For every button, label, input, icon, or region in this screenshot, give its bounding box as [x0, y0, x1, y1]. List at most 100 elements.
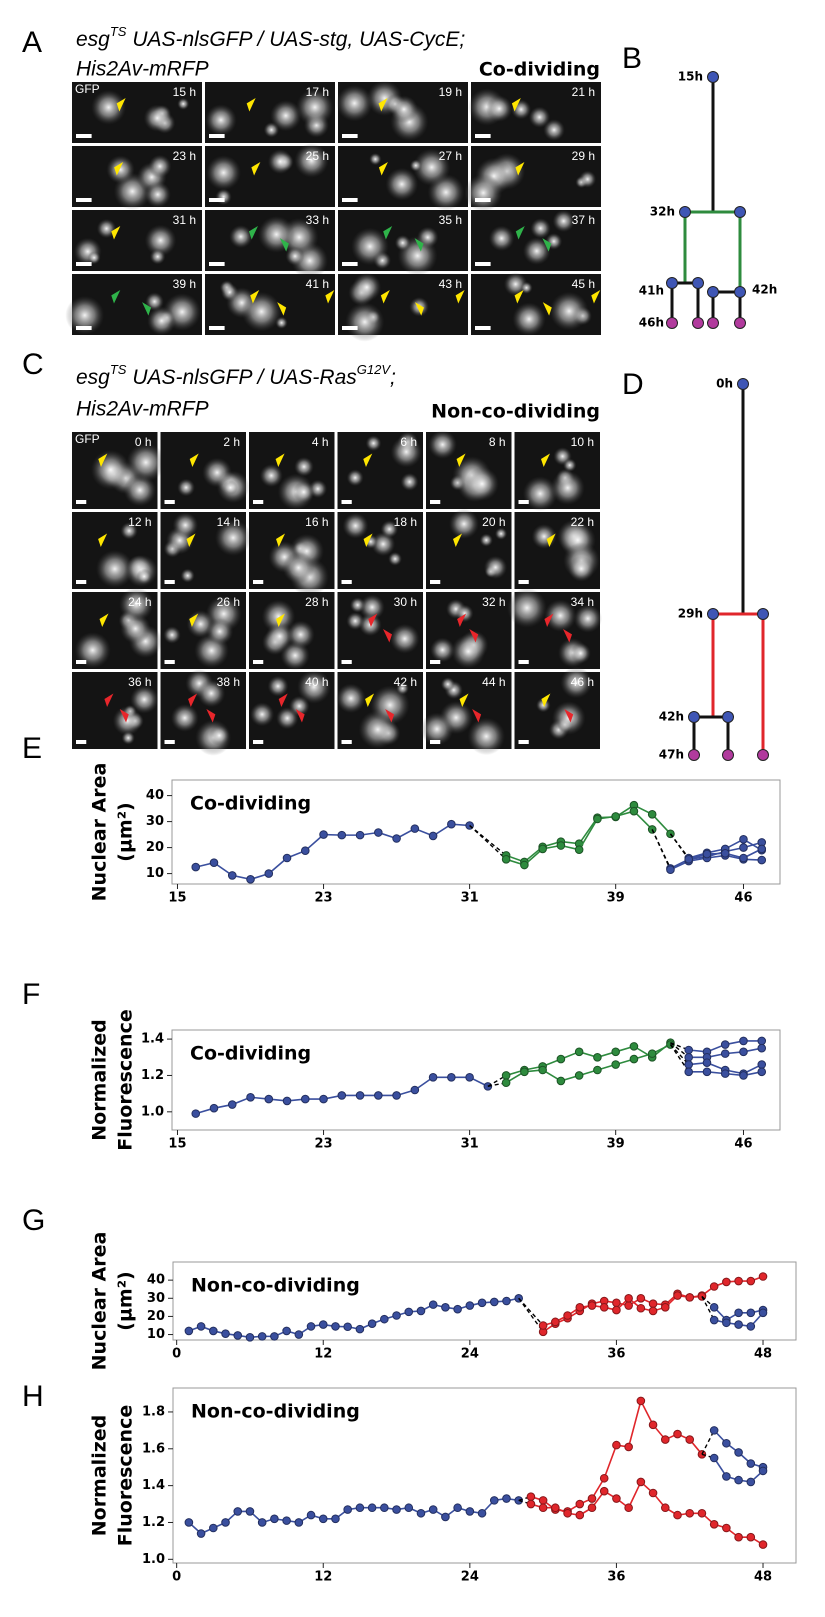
- lineage-node: [734, 286, 746, 298]
- time-label: 16 h: [305, 515, 328, 529]
- nucleus: [369, 152, 382, 166]
- time-label: 32 h: [482, 595, 505, 609]
- x-tick-label: 36: [607, 1570, 625, 1585]
- x-tick-label: 31: [461, 891, 479, 906]
- scale-bar: [342, 262, 358, 266]
- data-point: [758, 1308, 768, 1318]
- panel-letter: A: [22, 26, 42, 59]
- data-point: [556, 1076, 566, 1086]
- nucleus: [578, 170, 597, 188]
- data-point: [624, 1503, 633, 1513]
- y-axis-label: Nuclear Area: [89, 763, 111, 902]
- data-point: [599, 1486, 609, 1496]
- data-point: [648, 1299, 658, 1309]
- nucleus: [486, 95, 513, 122]
- genotype-text: UAS-nlsGFP / UAS-stg, UAS-CycE;: [126, 28, 465, 51]
- scale-bar: [342, 198, 358, 202]
- nucleus: [215, 188, 232, 205]
- data-point: [447, 1072, 456, 1082]
- data-point: [343, 1505, 352, 1514]
- plot-frame: [172, 1261, 797, 1341]
- data-point: [282, 1096, 292, 1106]
- nucleus: [544, 599, 577, 632]
- y-tick-label: 30: [146, 814, 164, 829]
- time-label: 34 h: [571, 595, 594, 609]
- arrowhead: [275, 453, 285, 468]
- data-point: [300, 846, 310, 856]
- data-point: [709, 1303, 719, 1312]
- nucleus: [170, 703, 199, 732]
- data-point: [526, 1499, 536, 1509]
- data-point: [734, 1276, 743, 1286]
- connector-line: [701, 1430, 715, 1455]
- time-label: 31 h: [173, 213, 196, 227]
- data-point: [673, 1510, 682, 1520]
- series-line: [505, 804, 672, 863]
- data-point: [574, 845, 584, 854]
- arrowhead: [514, 289, 524, 304]
- arrowhead: [325, 289, 335, 304]
- data-point: [720, 1069, 730, 1078]
- connector-line: [469, 824, 507, 860]
- scale-bar: [209, 262, 225, 266]
- time-label: 30 h: [394, 595, 417, 609]
- arrowhead: [365, 693, 375, 708]
- y-axis-label: Normalized: [89, 1019, 111, 1141]
- data-point: [233, 1507, 243, 1516]
- series-line: [188, 1297, 519, 1339]
- data-point: [477, 1298, 487, 1308]
- data-point: [709, 1282, 719, 1291]
- nucleus: [145, 292, 164, 311]
- nucleus: [563, 458, 577, 472]
- nucleus: [530, 218, 551, 239]
- nucleus: [296, 88, 334, 127]
- connector-line: [701, 1296, 715, 1321]
- arrowhead: [111, 289, 121, 304]
- connector-line: [651, 829, 672, 870]
- data-point: [355, 1091, 365, 1100]
- y-tick-label: 10: [146, 866, 164, 881]
- scale-bar: [253, 740, 264, 744]
- data-point: [318, 1514, 328, 1524]
- nucleus: [385, 167, 419, 201]
- data-point: [331, 1322, 340, 1331]
- nucleus: [479, 533, 493, 547]
- arrowhead: [378, 161, 388, 176]
- data-point: [355, 830, 365, 840]
- data-point: [501, 855, 511, 864]
- data-point: [722, 1523, 731, 1533]
- nucleus: [370, 685, 410, 725]
- data-point: [758, 1466, 768, 1476]
- y-tick-label: 30: [147, 1291, 165, 1306]
- arrowhead: [414, 238, 424, 252]
- time-point-label: 15h: [678, 70, 703, 84]
- nucleus: [120, 522, 138, 540]
- panel-letter: B: [622, 42, 642, 75]
- arrowhead: [111, 225, 121, 240]
- nucleus: [543, 119, 565, 141]
- connector-line: [701, 1295, 715, 1308]
- channel-label: GFP: [75, 432, 100, 446]
- arrowhead: [380, 289, 390, 304]
- data-point: [337, 830, 347, 840]
- scale-bar: [341, 580, 352, 584]
- arrowhead: [276, 533, 286, 548]
- scale-bar: [341, 660, 352, 664]
- data-point: [697, 1508, 707, 1518]
- data-point: [739, 834, 748, 844]
- data-point: [538, 1496, 548, 1505]
- nucleus: [365, 435, 382, 452]
- data-point: [673, 1429, 682, 1439]
- nucleus: [394, 234, 411, 251]
- x-tick-label: 48: [754, 1570, 772, 1585]
- data-point: [520, 1067, 529, 1077]
- arrowhead: [383, 225, 393, 240]
- time-label: 28 h: [305, 595, 328, 609]
- data-point: [575, 1510, 585, 1520]
- data-point: [245, 1332, 255, 1342]
- data-point: [264, 869, 274, 878]
- data-point: [477, 1508, 487, 1518]
- nucleus: [149, 248, 166, 265]
- data-point: [551, 1317, 560, 1327]
- lineage-node: [707, 608, 719, 620]
